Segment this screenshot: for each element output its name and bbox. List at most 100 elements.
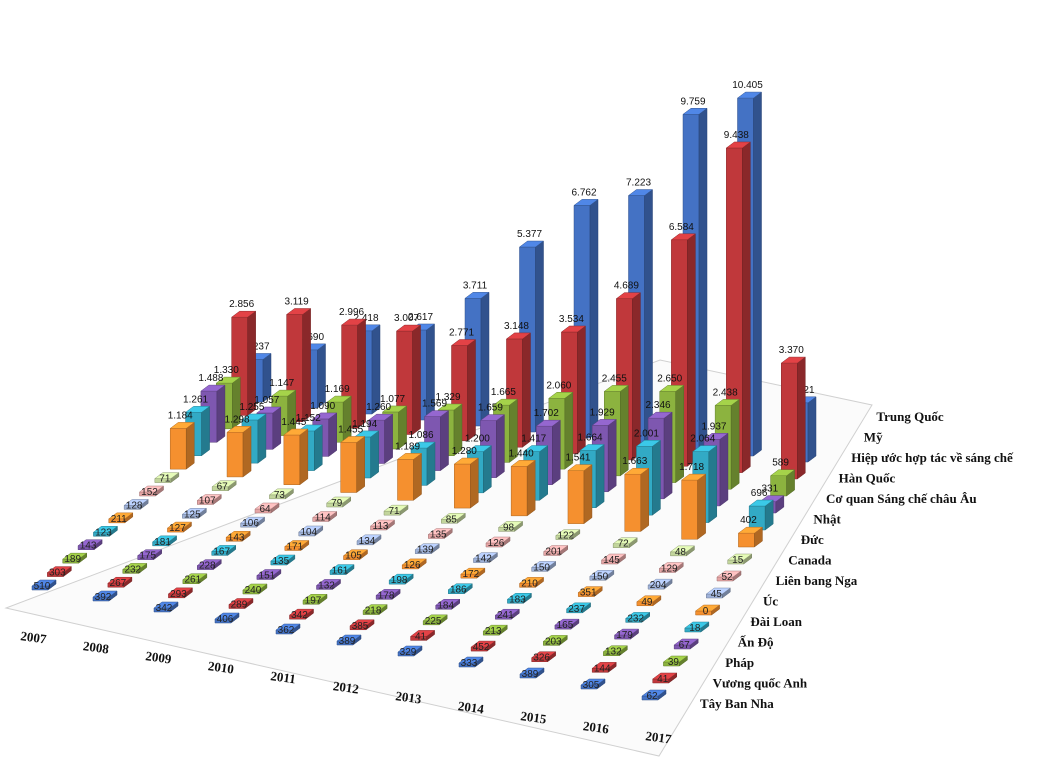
bar-6-6: 142 bbox=[472, 552, 499, 565]
value-label-7-5: 135 bbox=[430, 530, 447, 541]
bar-9-6: 1.440 bbox=[509, 448, 536, 517]
bar-2-0: 189 bbox=[61, 552, 88, 565]
value-label-9-10: 402 bbox=[740, 515, 757, 526]
value-label-5-8: 351 bbox=[580, 588, 597, 599]
value-label-13-2: 2.996 bbox=[339, 307, 364, 318]
value-label-5-6: 172 bbox=[463, 569, 480, 580]
depth-label-5: Úc bbox=[763, 594, 778, 609]
bar-0-0: 510 bbox=[31, 579, 57, 592]
depth-label-7: Canada bbox=[788, 553, 832, 568]
bar-2-7: 213 bbox=[482, 624, 508, 637]
value-label-13-7: 4.689 bbox=[614, 281, 639, 292]
value-label-6-0: 128 bbox=[126, 500, 143, 511]
bar-0-6: 329 bbox=[397, 645, 423, 658]
bar-1-5: 385 bbox=[349, 619, 375, 632]
bar-9-10: 402 bbox=[737, 515, 764, 548]
bar-9-5: 1.280 bbox=[452, 446, 480, 509]
bar-0-9: 305 bbox=[580, 678, 606, 691]
value-label-4-2: 167 bbox=[213, 546, 230, 557]
value-label-9-9: 1.718 bbox=[679, 462, 704, 473]
value-label-4-10: 18 bbox=[689, 623, 701, 634]
value-label-8-7: 122 bbox=[558, 531, 575, 542]
value-label-8-2: 73 bbox=[274, 490, 286, 501]
value-label-1-9: 144 bbox=[594, 663, 611, 674]
bar-0-8: 389 bbox=[519, 667, 545, 680]
value-label-13-3: 3.007 bbox=[394, 313, 419, 324]
value-label-7-10: 52 bbox=[721, 572, 733, 583]
value-label-6-3: 104 bbox=[300, 527, 317, 538]
year-label-2011: 2011 bbox=[270, 668, 297, 686]
bar-8-9: 48 bbox=[669, 545, 696, 558]
value-label-9-0: 1.184 bbox=[168, 410, 193, 421]
bar-4-6: 186 bbox=[447, 583, 474, 596]
bar-7-0: 152 bbox=[138, 485, 165, 498]
bar-3-5: 178 bbox=[375, 588, 401, 601]
value-label-2-8: 203 bbox=[545, 636, 562, 647]
value-label-0-7: 333 bbox=[461, 658, 478, 669]
bar-2-2: 261 bbox=[182, 573, 208, 586]
depth-label-11: Hàn Quốc bbox=[839, 471, 896, 486]
depth-label-10: Cơ quan Sáng chế châu Âu bbox=[826, 491, 977, 506]
value-label-13-10: 3.370 bbox=[779, 345, 804, 356]
bar-0-2: 342 bbox=[153, 601, 179, 614]
value-label-8-1: 67 bbox=[217, 482, 229, 493]
bar-7-7: 201 bbox=[543, 545, 569, 558]
value-label-12-2: 1.169 bbox=[325, 384, 350, 395]
value-label-13-4: 2.771 bbox=[449, 328, 474, 339]
value-label-4-7: 183 bbox=[509, 594, 526, 605]
value-label-0-8: 389 bbox=[522, 669, 539, 680]
year-label-2013: 2013 bbox=[395, 688, 423, 707]
bar-2-6: 225 bbox=[422, 614, 448, 627]
bar-9-9: 1.718 bbox=[679, 462, 707, 540]
value-label-14-1: 1.690 bbox=[299, 332, 324, 343]
value-label-7-6: 126 bbox=[488, 538, 505, 549]
value-label-3-10: 67 bbox=[679, 640, 691, 651]
bar-1-8: 326 bbox=[530, 651, 557, 664]
value-label-0-2: 342 bbox=[156, 603, 173, 614]
value-label-0-6: 329 bbox=[400, 647, 417, 658]
value-label-9-1: 1.298 bbox=[225, 414, 250, 425]
value-label-1-7: 452 bbox=[473, 642, 490, 653]
bar-6-2: 106 bbox=[239, 516, 266, 529]
bar-6-4: 134 bbox=[356, 534, 382, 547]
depth-label-14: Trung Quốc bbox=[876, 409, 944, 424]
value-label-10-9: 2.064 bbox=[690, 434, 715, 445]
value-label-9-8: 1.663 bbox=[622, 456, 647, 467]
value-label-3-7: 241 bbox=[497, 610, 514, 621]
bar-8-6: 98 bbox=[497, 520, 524, 533]
value-label-2-9: 132 bbox=[605, 647, 622, 658]
depth-label-9: Nhật bbox=[813, 512, 841, 527]
bar-13-10: 3.370 bbox=[779, 345, 807, 480]
value-label-2-0: 189 bbox=[64, 554, 81, 565]
bar-4-10: 18 bbox=[684, 621, 710, 634]
bar-5-5: 126 bbox=[401, 558, 427, 571]
value-label-8-3: 79 bbox=[331, 498, 343, 509]
bar-6-3: 104 bbox=[298, 525, 324, 538]
value-label-13-8: 6.584 bbox=[669, 222, 694, 233]
value-label-5-2: 143 bbox=[228, 532, 245, 543]
depth-label-0: Tây Ban Nha bbox=[700, 696, 774, 711]
depth-label-3: Ấn Độ bbox=[738, 635, 774, 650]
value-label-10-10: 696 bbox=[751, 488, 768, 499]
bar-8-2: 73 bbox=[268, 488, 295, 501]
bar-6-10: 45 bbox=[705, 587, 732, 600]
bar-1-6: 41 bbox=[409, 629, 436, 642]
bar-9-2: 1.445 bbox=[281, 417, 309, 486]
bar-1-1: 267 bbox=[107, 576, 133, 589]
bar-12-10: 589 bbox=[769, 458, 796, 497]
value-label-12-1: 1.147 bbox=[269, 378, 294, 389]
bar-3-0: 143 bbox=[77, 539, 103, 552]
value-label-2-6: 225 bbox=[425, 616, 442, 627]
bar-6-5: 139 bbox=[414, 543, 440, 556]
value-label-10-5: 1.200 bbox=[465, 434, 490, 445]
value-label-11-2: 1.090 bbox=[310, 401, 335, 412]
bar-8-8: 72 bbox=[612, 537, 638, 550]
value-label-2-7: 213 bbox=[485, 626, 502, 637]
value-label-14-7: 7.223 bbox=[626, 178, 651, 189]
value-label-0-3: 406 bbox=[217, 614, 234, 625]
depth-axis-labels: Tây Ban Nha Vương quốc Anh Pháp Ấn Độ Đài Lo… bbox=[700, 409, 1014, 711]
bar-9-0: 1.184 bbox=[168, 410, 195, 470]
value-label-1-1: 267 bbox=[110, 578, 127, 589]
value-label-3-8: 165 bbox=[557, 620, 574, 631]
value-label-11-6: 1.702 bbox=[534, 408, 559, 419]
